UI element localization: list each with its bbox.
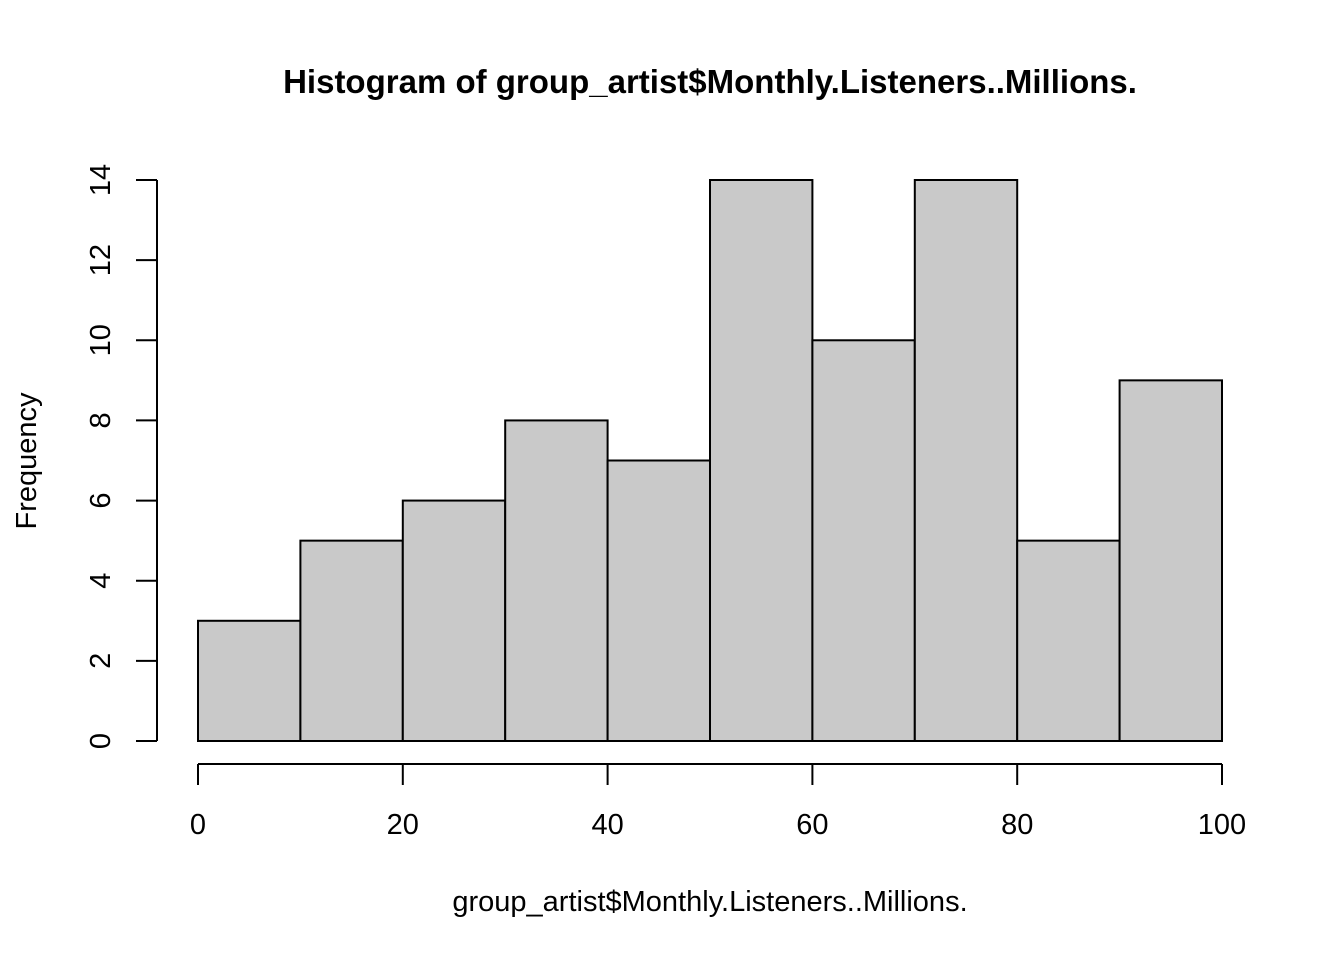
x-tick-label-5: 100 [1198,809,1246,841]
y-tick-label-6: 12 [85,244,117,276]
x-axis-label: group_artist$Monthly.Listeners..Millions… [452,886,967,918]
histogram-bar-6 [811,339,916,742]
y-tick-label-0: 0 [85,733,117,749]
x-axis: 0 20 40 60 80 100 [190,763,1246,841]
histogram-bar-8 [1016,539,1121,743]
histogram-bar-1 [299,539,404,743]
y-tick-label-7: 14 [85,164,117,196]
y-tick-label-2: 4 [85,573,117,589]
y-tick-label-1: 2 [85,653,117,669]
chart-title: Histogram of group_artist$Monthly.Listen… [283,63,1137,100]
histogram-bar-0 [197,619,302,742]
histogram-bar-4 [606,459,711,742]
x-tick-label-2: 40 [591,809,623,841]
histogram-bar-2 [401,499,507,743]
y-tick-label-5: 10 [85,324,117,356]
y-axis: 0 2 4 6 8 10 12 14 [85,164,158,749]
bars-group [197,179,1223,743]
histogram-bar-7 [913,179,1019,742]
histogram-bar-5 [709,179,814,742]
x-tick-label-1: 20 [387,809,419,841]
x-tick-label-0: 0 [190,809,206,841]
x-tick-label-4: 80 [1001,809,1033,841]
x-tick-label-3: 60 [796,809,828,841]
y-tick-label-4: 8 [85,412,117,428]
histogram-bar-9 [1118,379,1223,742]
y-tick-label-3: 6 [85,493,117,509]
y-axis-label: Frequency [11,392,43,530]
histogram-bar-3 [504,419,609,742]
